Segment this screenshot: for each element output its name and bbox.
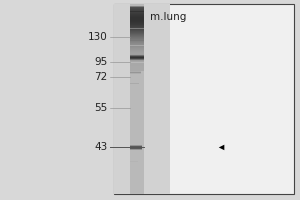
Text: 130: 130: [88, 32, 107, 42]
Text: 72: 72: [94, 72, 107, 82]
Text: 43: 43: [94, 142, 107, 152]
Text: 95: 95: [94, 57, 107, 67]
Bar: [114, 4, 294, 194]
Text: 55: 55: [94, 103, 107, 113]
Text: m.lung: m.lung: [150, 12, 186, 22]
